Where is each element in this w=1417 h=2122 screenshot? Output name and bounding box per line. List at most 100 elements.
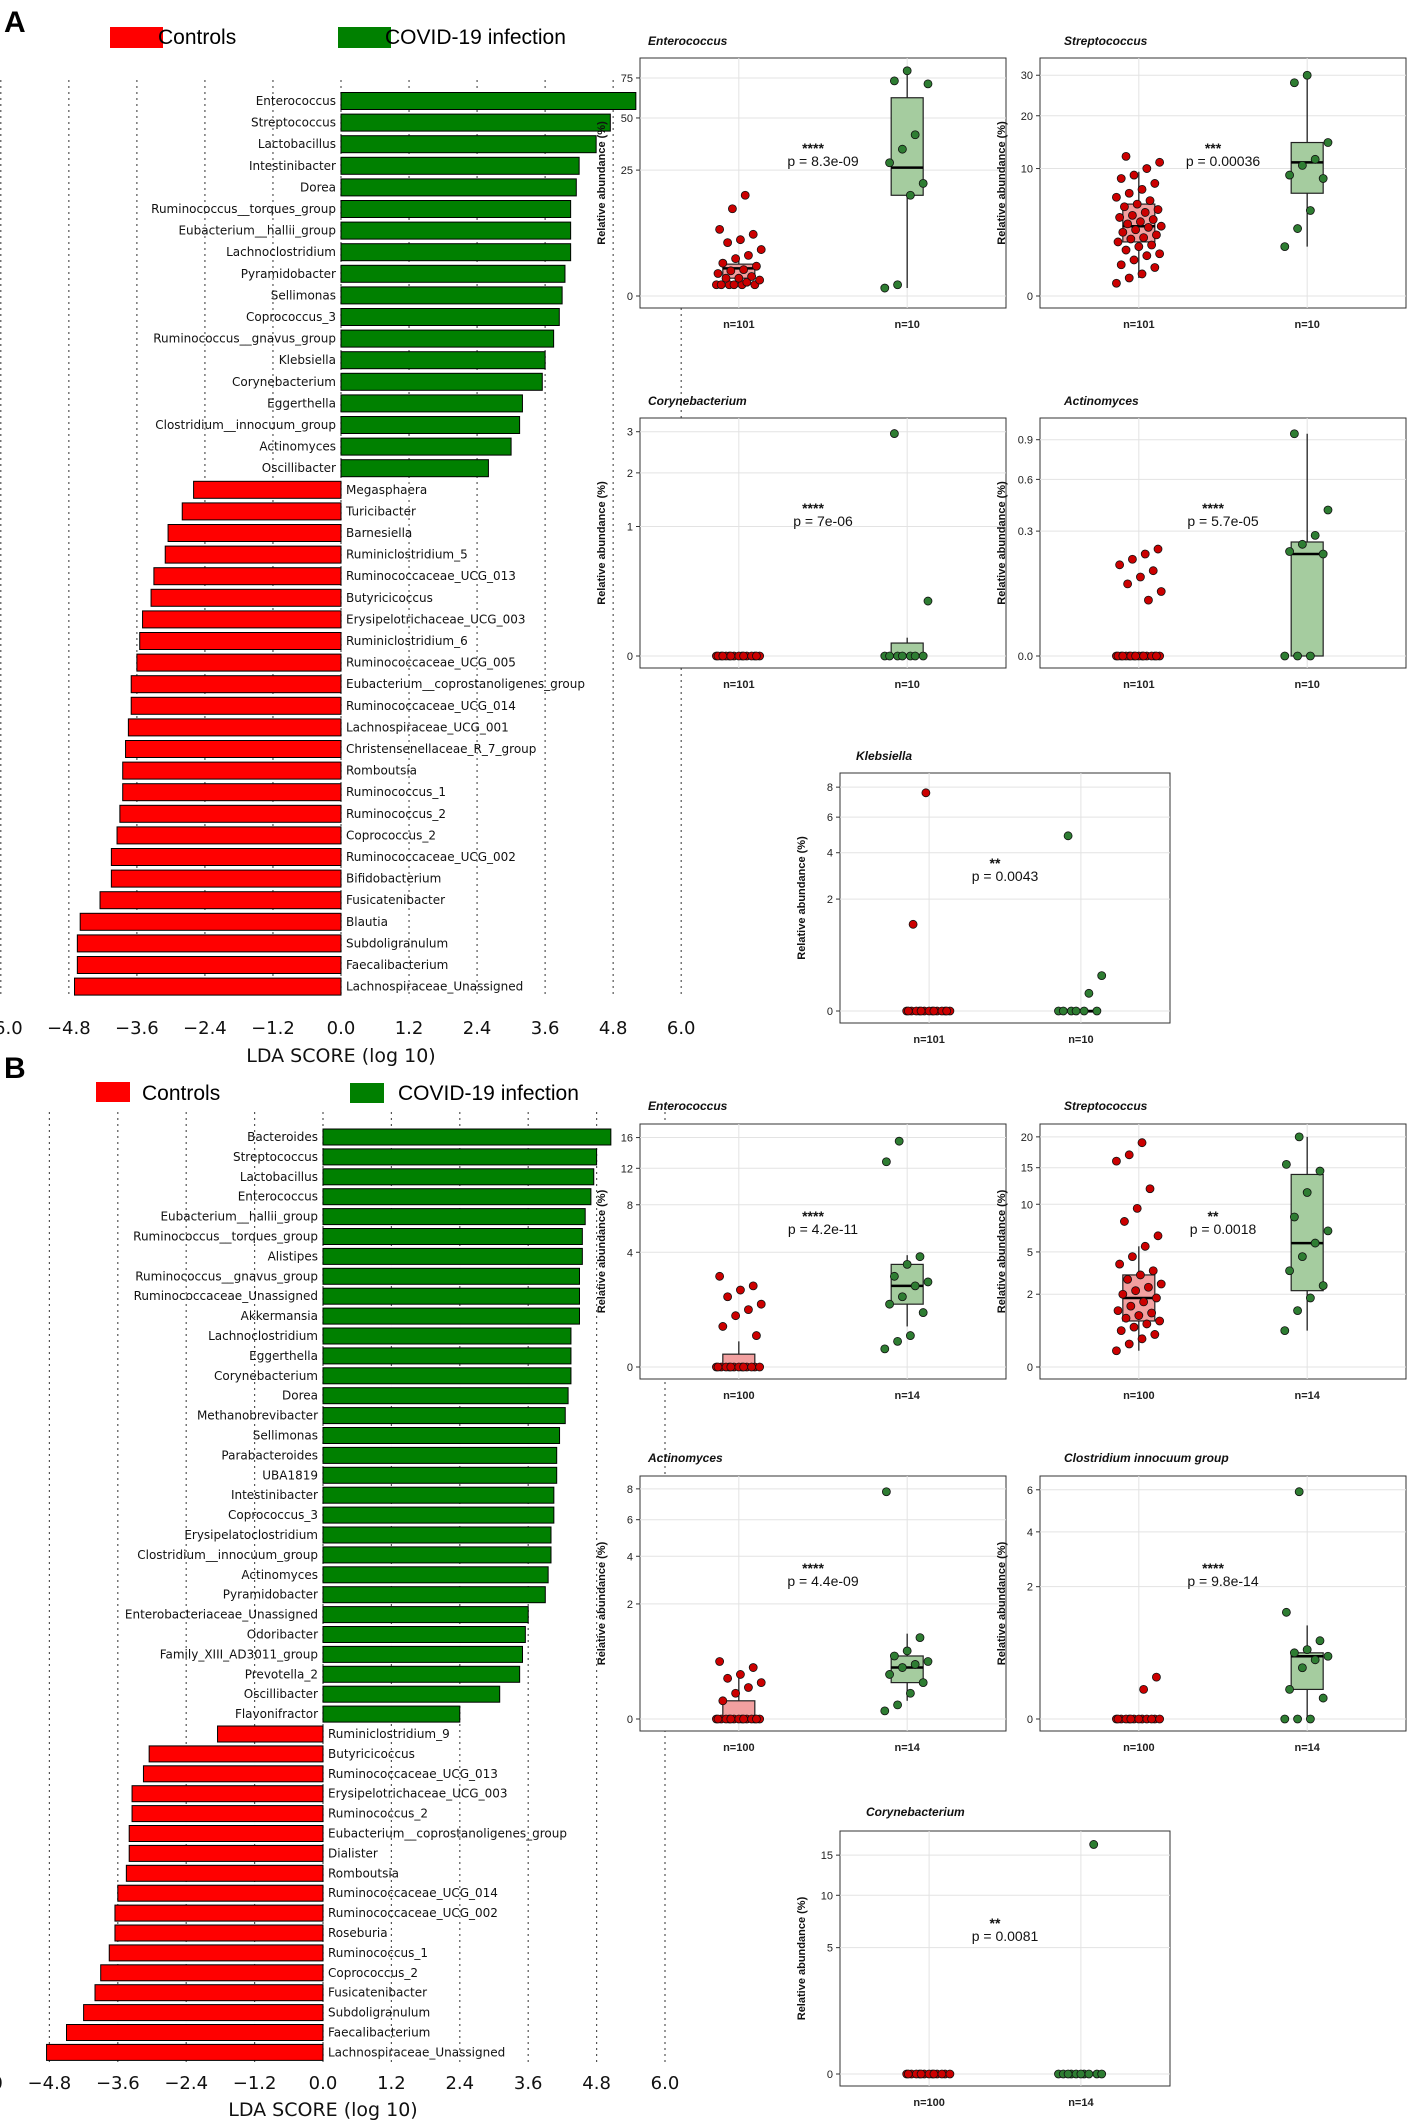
boxplot-point — [755, 1362, 765, 1372]
lda-bar-label: Subdoligranulum — [346, 936, 448, 950]
boxplot-point — [1137, 1334, 1147, 1344]
lda-bar — [340, 437, 512, 456]
boxplot-point — [739, 265, 749, 274]
lda-bar — [340, 178, 577, 197]
boxplot-y-tick-label: 4 — [627, 1247, 633, 1259]
boxplot-y-tick-label: 75 — [621, 73, 633, 85]
boxplot-title: Streptococcus — [1064, 1099, 1148, 1113]
lda-tick-label: 4.8 — [582, 2073, 611, 2094]
lda-bar — [340, 394, 523, 413]
boxplot-point — [1155, 1714, 1165, 1724]
lda-bar-label: Eubacterium__hallii_group — [178, 224, 336, 238]
lda-bar — [322, 1347, 572, 1365]
lda-chart-1: Bacteroides Streptococcus Lactobacillus Ent… — [0, 1082, 679, 2121]
lda-bar-label: Romboutsia — [328, 1866, 399, 1880]
boxplot-point — [942, 1006, 952, 1016]
boxplot-point — [897, 1292, 907, 1302]
lda-bar — [142, 610, 342, 629]
lda-bar-label: Lactobacillus — [258, 137, 336, 151]
boxplot-point — [726, 1714, 736, 1724]
boxplot-point — [736, 1670, 745, 1679]
p-value-label: p = 0.0081 — [972, 1928, 1039, 1944]
boxplot-point — [755, 275, 765, 285]
lda-bar-label: Ruminococcaceae_UCG_005 — [346, 656, 516, 670]
boxplot-y-tick-label: 25 — [621, 165, 633, 177]
boxplot-point — [1116, 1326, 1126, 1336]
boxplot-y-axis-title: Relative abundance (%) — [596, 481, 608, 605]
boxplot-point — [1147, 1714, 1157, 1724]
lda-bar — [322, 1307, 580, 1325]
boxplot-1-1: 0 2 5 10 15 20 n=100 n=14 Streptococcus Relative … — [996, 1099, 1407, 1402]
boxplot-point — [1120, 1217, 1129, 1226]
boxplot-frame — [839, 1830, 1171, 2087]
lda-bar — [322, 1228, 583, 1245]
lda-tick-label: 0.0 — [327, 1018, 356, 1039]
lda-x-axis-title: LDA SCORE (log 10) — [246, 1045, 435, 1067]
boxplot-point — [1097, 971, 1107, 981]
boxplot-point — [1155, 249, 1165, 259]
boxplot-point — [889, 1651, 899, 1661]
boxplot-point — [918, 1308, 928, 1317]
lda-bar — [322, 1466, 558, 1484]
boxplot-point — [910, 1281, 920, 1291]
lda-bar-label: Sellimonas — [253, 1429, 318, 1443]
lda-bar-label: Sellimonas — [271, 288, 336, 302]
boxplot-point — [1153, 205, 1163, 214]
boxplot-point — [1285, 1266, 1294, 1276]
lda-bar — [76, 956, 342, 974]
boxplot-y-tick-label: 15 — [821, 1850, 833, 1862]
boxplot-point — [1126, 1301, 1136, 1311]
lda-bar — [131, 1785, 324, 1803]
boxplot-point — [740, 190, 750, 200]
significance-stars: ** — [1208, 1208, 1219, 1224]
boxplot-point — [1294, 1132, 1304, 1142]
lda-bar — [322, 1387, 569, 1405]
boxplot-point — [1084, 988, 1094, 998]
lda-bar-label: Lachnospiraceae_Unassigned — [346, 980, 523, 994]
boxplot-n-label: n=14 — [894, 1390, 920, 1402]
boxplot-point — [910, 651, 920, 661]
lda-bar-label: Ruminococcaceae_UCG_002 — [346, 850, 516, 864]
boxplot-y-tick-label: 2 — [1027, 1582, 1033, 1594]
boxplot-point — [1137, 1138, 1147, 1148]
boxplot-point — [1281, 1607, 1291, 1617]
boxplot-point — [937, 2069, 947, 2079]
boxplot-point — [1148, 215, 1158, 224]
lda-bar — [322, 1188, 592, 1206]
boxplot-y-tick-label: 8 — [827, 782, 833, 794]
boxplot-point — [1140, 1241, 1150, 1251]
lda-bar — [340, 286, 563, 305]
lda-bar-label: Dorea — [282, 1389, 318, 1403]
lda-tick-label: 3.6 — [514, 2073, 543, 2094]
lda-bar-label: Ruminococcus__gnavus_group — [135, 1269, 318, 1283]
boxplot-title: Enterococcus — [648, 1099, 728, 1113]
boxplot-point — [1123, 219, 1133, 229]
lda-tick-label: −2.4 — [183, 1018, 227, 1039]
boxplot-y-tick-label: 16 — [621, 1133, 633, 1145]
lda-tick-label: −6.0 — [0, 2073, 3, 2094]
boxplot-point — [1147, 240, 1157, 250]
p-value-label: p = 0.00036 — [1186, 153, 1261, 169]
lda-bar-label: Ruminiclostridium_5 — [346, 548, 468, 562]
boxplot-n-label: n=14 — [1068, 2097, 1094, 2109]
boxplot-point — [739, 1362, 749, 1372]
boxplot-y-tick-label: 0 — [827, 2069, 833, 2081]
boxplot-point — [1115, 560, 1125, 570]
lda-bar — [340, 264, 566, 283]
boxplot-n-label: n=101 — [1123, 319, 1155, 331]
boxplot-point — [756, 245, 766, 254]
boxplot-1-3: 0 2 4 6 n=100 n=14 Clostridium innocuum group R… — [996, 1451, 1407, 1754]
lda-bar-label: Ruminiclostridium_9 — [328, 1727, 450, 1741]
boxplot-frame — [639, 1123, 1007, 1380]
lda-bar — [94, 1984, 324, 2002]
lda-bar — [322, 1665, 521, 1683]
lda-bar-label: Ruminococcaceae_UCG_013 — [346, 569, 516, 583]
lda-bar-label: Coprococcus_3 — [228, 1508, 318, 1522]
boxplot-y-tick-label: 0 — [1027, 1362, 1033, 1374]
lda-bar-label: Oscillibacter — [244, 1687, 318, 1701]
significance-stars: **** — [802, 1560, 824, 1576]
boxplot-point — [713, 1714, 723, 1724]
boxplot-point — [1116, 174, 1126, 183]
boxplot-point — [1139, 651, 1149, 661]
lda-bar-label: Enterococcus — [256, 94, 336, 108]
